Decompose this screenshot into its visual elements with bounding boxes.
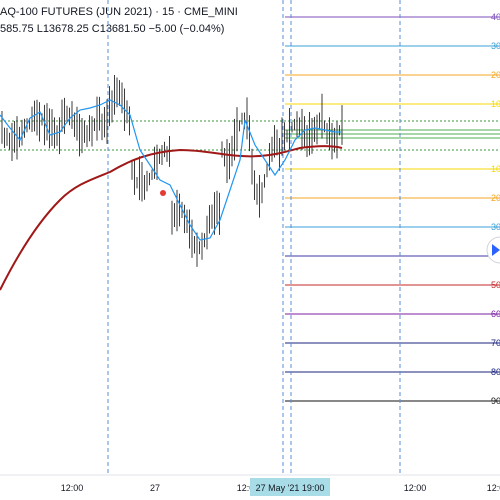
fib-label: 60 — [491, 309, 500, 319]
x-tick-label: 27 — [150, 483, 160, 493]
signal-dot — [160, 190, 166, 196]
chart-title: AQ-100 FUTURES (JUN 2021) · 15 · CME_MIN… — [0, 6, 238, 18]
fib-label: 20 — [491, 193, 500, 203]
fib-label: 40 — [491, 12, 500, 22]
date-badge — [250, 478, 330, 496]
date-badge-label: 27 May '21 19:00 — [256, 483, 325, 493]
play-icon — [492, 244, 500, 256]
ohlc-readout: 585.75 L13678.25 C13681.50 −5.00 (−0.04%… — [0, 23, 225, 35]
fib-label: 10 — [491, 99, 500, 109]
fib-label: 90 — [491, 396, 500, 406]
ema-fast-line — [0, 99, 342, 241]
x-tick-label: 12:00 — [237, 483, 260, 493]
ema-slow-line — [0, 145, 343, 291]
indicator-lines — [0, 99, 343, 291]
fib-label: 70 — [491, 338, 500, 348]
fib-label: 10 — [491, 164, 500, 174]
fib-label: 80 — [491, 367, 500, 377]
fib-label: 50 — [491, 280, 500, 290]
x-axis-labels: 12:00 27 12:00 12:00 12:00 — [61, 483, 500, 493]
x-tick-label: 12:00 — [61, 483, 84, 493]
candlesticks — [1, 74, 343, 267]
x-tick-label: 12:00 — [487, 483, 500, 493]
fib-label: 30 — [491, 222, 500, 232]
fib-label: 20 — [491, 70, 500, 80]
x-tick-label: 12:00 — [404, 483, 427, 493]
fib-levels: 40302010102030405060708090 — [0, 12, 500, 406]
session-lines — [107, 0, 401, 475]
fib-label: 30 — [491, 41, 500, 51]
